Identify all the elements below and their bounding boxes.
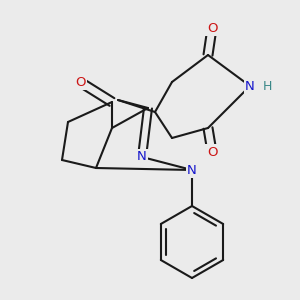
Text: N: N: [245, 80, 255, 92]
Text: H: H: [262, 80, 272, 92]
Text: O: O: [207, 146, 217, 158]
Text: N: N: [137, 151, 147, 164]
Text: N: N: [187, 164, 197, 176]
Text: O: O: [207, 22, 217, 34]
Text: O: O: [75, 76, 85, 88]
